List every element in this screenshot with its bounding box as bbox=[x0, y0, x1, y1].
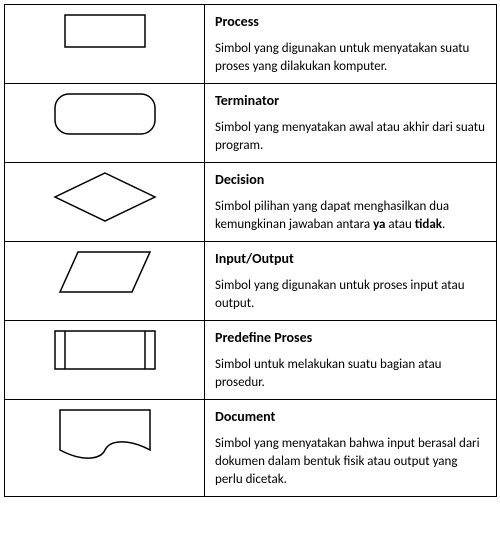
symbol-description: Simbol untuk melakukan suatu bagian atau… bbox=[215, 356, 486, 391]
symbol-description: Simbol pilihan yang dapat menghasilkan d… bbox=[215, 198, 486, 233]
description-cell: Document Simbol yang menyatakan bahwa inp… bbox=[205, 400, 497, 497]
terminator-symbol-cell bbox=[5, 84, 205, 163]
table-row: Input/Output Simbol yang digunakan untuk … bbox=[5, 242, 497, 321]
symbol-title: Terminator bbox=[215, 92, 486, 109]
description-cell: Predefine Proses Simbol untuk melakukan s… bbox=[205, 321, 497, 400]
symbol-title: Predefine Proses bbox=[215, 329, 486, 346]
description-cell: Process Simbol yang digunakan untuk menya… bbox=[205, 5, 497, 84]
symbol-description: Simbol yang digunakan untuk proses input… bbox=[215, 277, 486, 312]
symbol-description: Simbol yang menyatakan awal atau akhir d… bbox=[215, 119, 486, 154]
description-cell: Input/Output Simbol yang digunakan untuk … bbox=[205, 242, 497, 321]
table-row: Document Simbol yang menyatakan bahwa inp… bbox=[5, 400, 497, 497]
symbol-title: Document bbox=[215, 408, 486, 425]
io-symbol-cell bbox=[5, 242, 205, 321]
symbol-title: Decision bbox=[215, 171, 486, 188]
description-cell: Terminator Simbol yang menyatakan awal at… bbox=[205, 84, 497, 163]
process-symbol-cell bbox=[5, 5, 205, 84]
predefined-symbol-cell bbox=[5, 321, 205, 400]
description-cell: Decision Simbol pilihan yang dapat mengha… bbox=[205, 163, 497, 242]
decision-symbol-cell bbox=[5, 163, 205, 242]
symbol-description: Simbol yang digunakan untuk menyatakan s… bbox=[215, 40, 486, 75]
symbol-title: Input/Output bbox=[215, 250, 486, 267]
table-row: Process Simbol yang digunakan untuk menya… bbox=[5, 5, 497, 84]
flowchart-symbols-table: Process Simbol yang digunakan untuk menya… bbox=[4, 4, 497, 497]
symbol-title: Process bbox=[215, 13, 486, 30]
document-symbol-cell bbox=[5, 400, 205, 497]
table-row: Decision Simbol pilihan yang dapat mengha… bbox=[5, 163, 497, 242]
table-row: Terminator Simbol yang menyatakan awal at… bbox=[5, 84, 497, 163]
symbol-description: Simbol yang menyatakan bahwa input beras… bbox=[215, 435, 486, 488]
table-row: Predefine Proses Simbol untuk melakukan s… bbox=[5, 321, 497, 400]
